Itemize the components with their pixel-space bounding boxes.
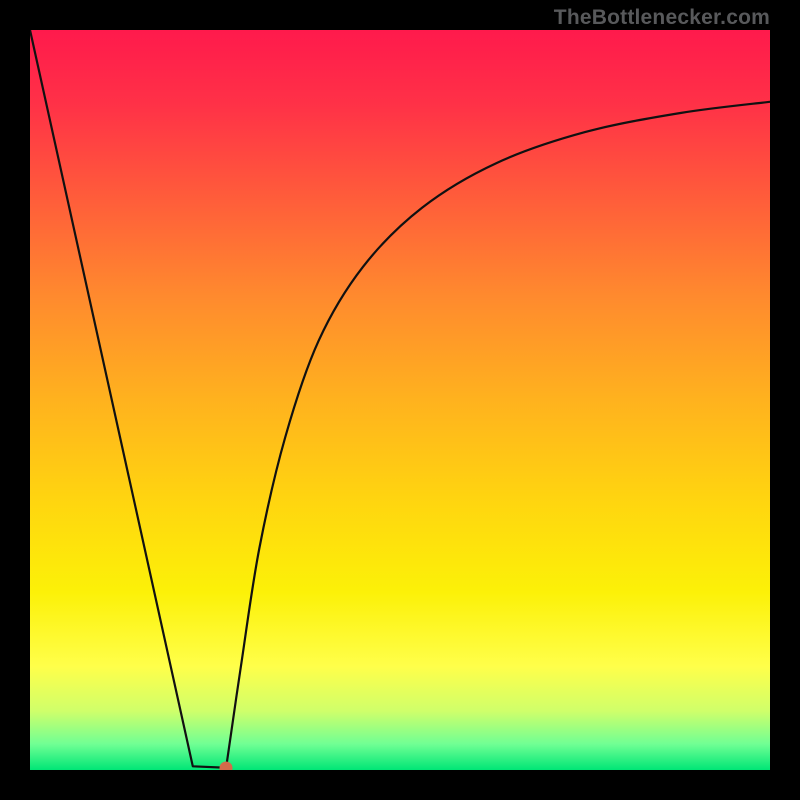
curve-layer [30,30,770,770]
watermark-text: TheBottlenecker.com [554,6,770,30]
bottleneck-curve [30,30,770,768]
chart-frame: TheBottlenecker.com [0,0,800,800]
plot-area [30,30,770,770]
optimal-point-marker [220,761,233,770]
